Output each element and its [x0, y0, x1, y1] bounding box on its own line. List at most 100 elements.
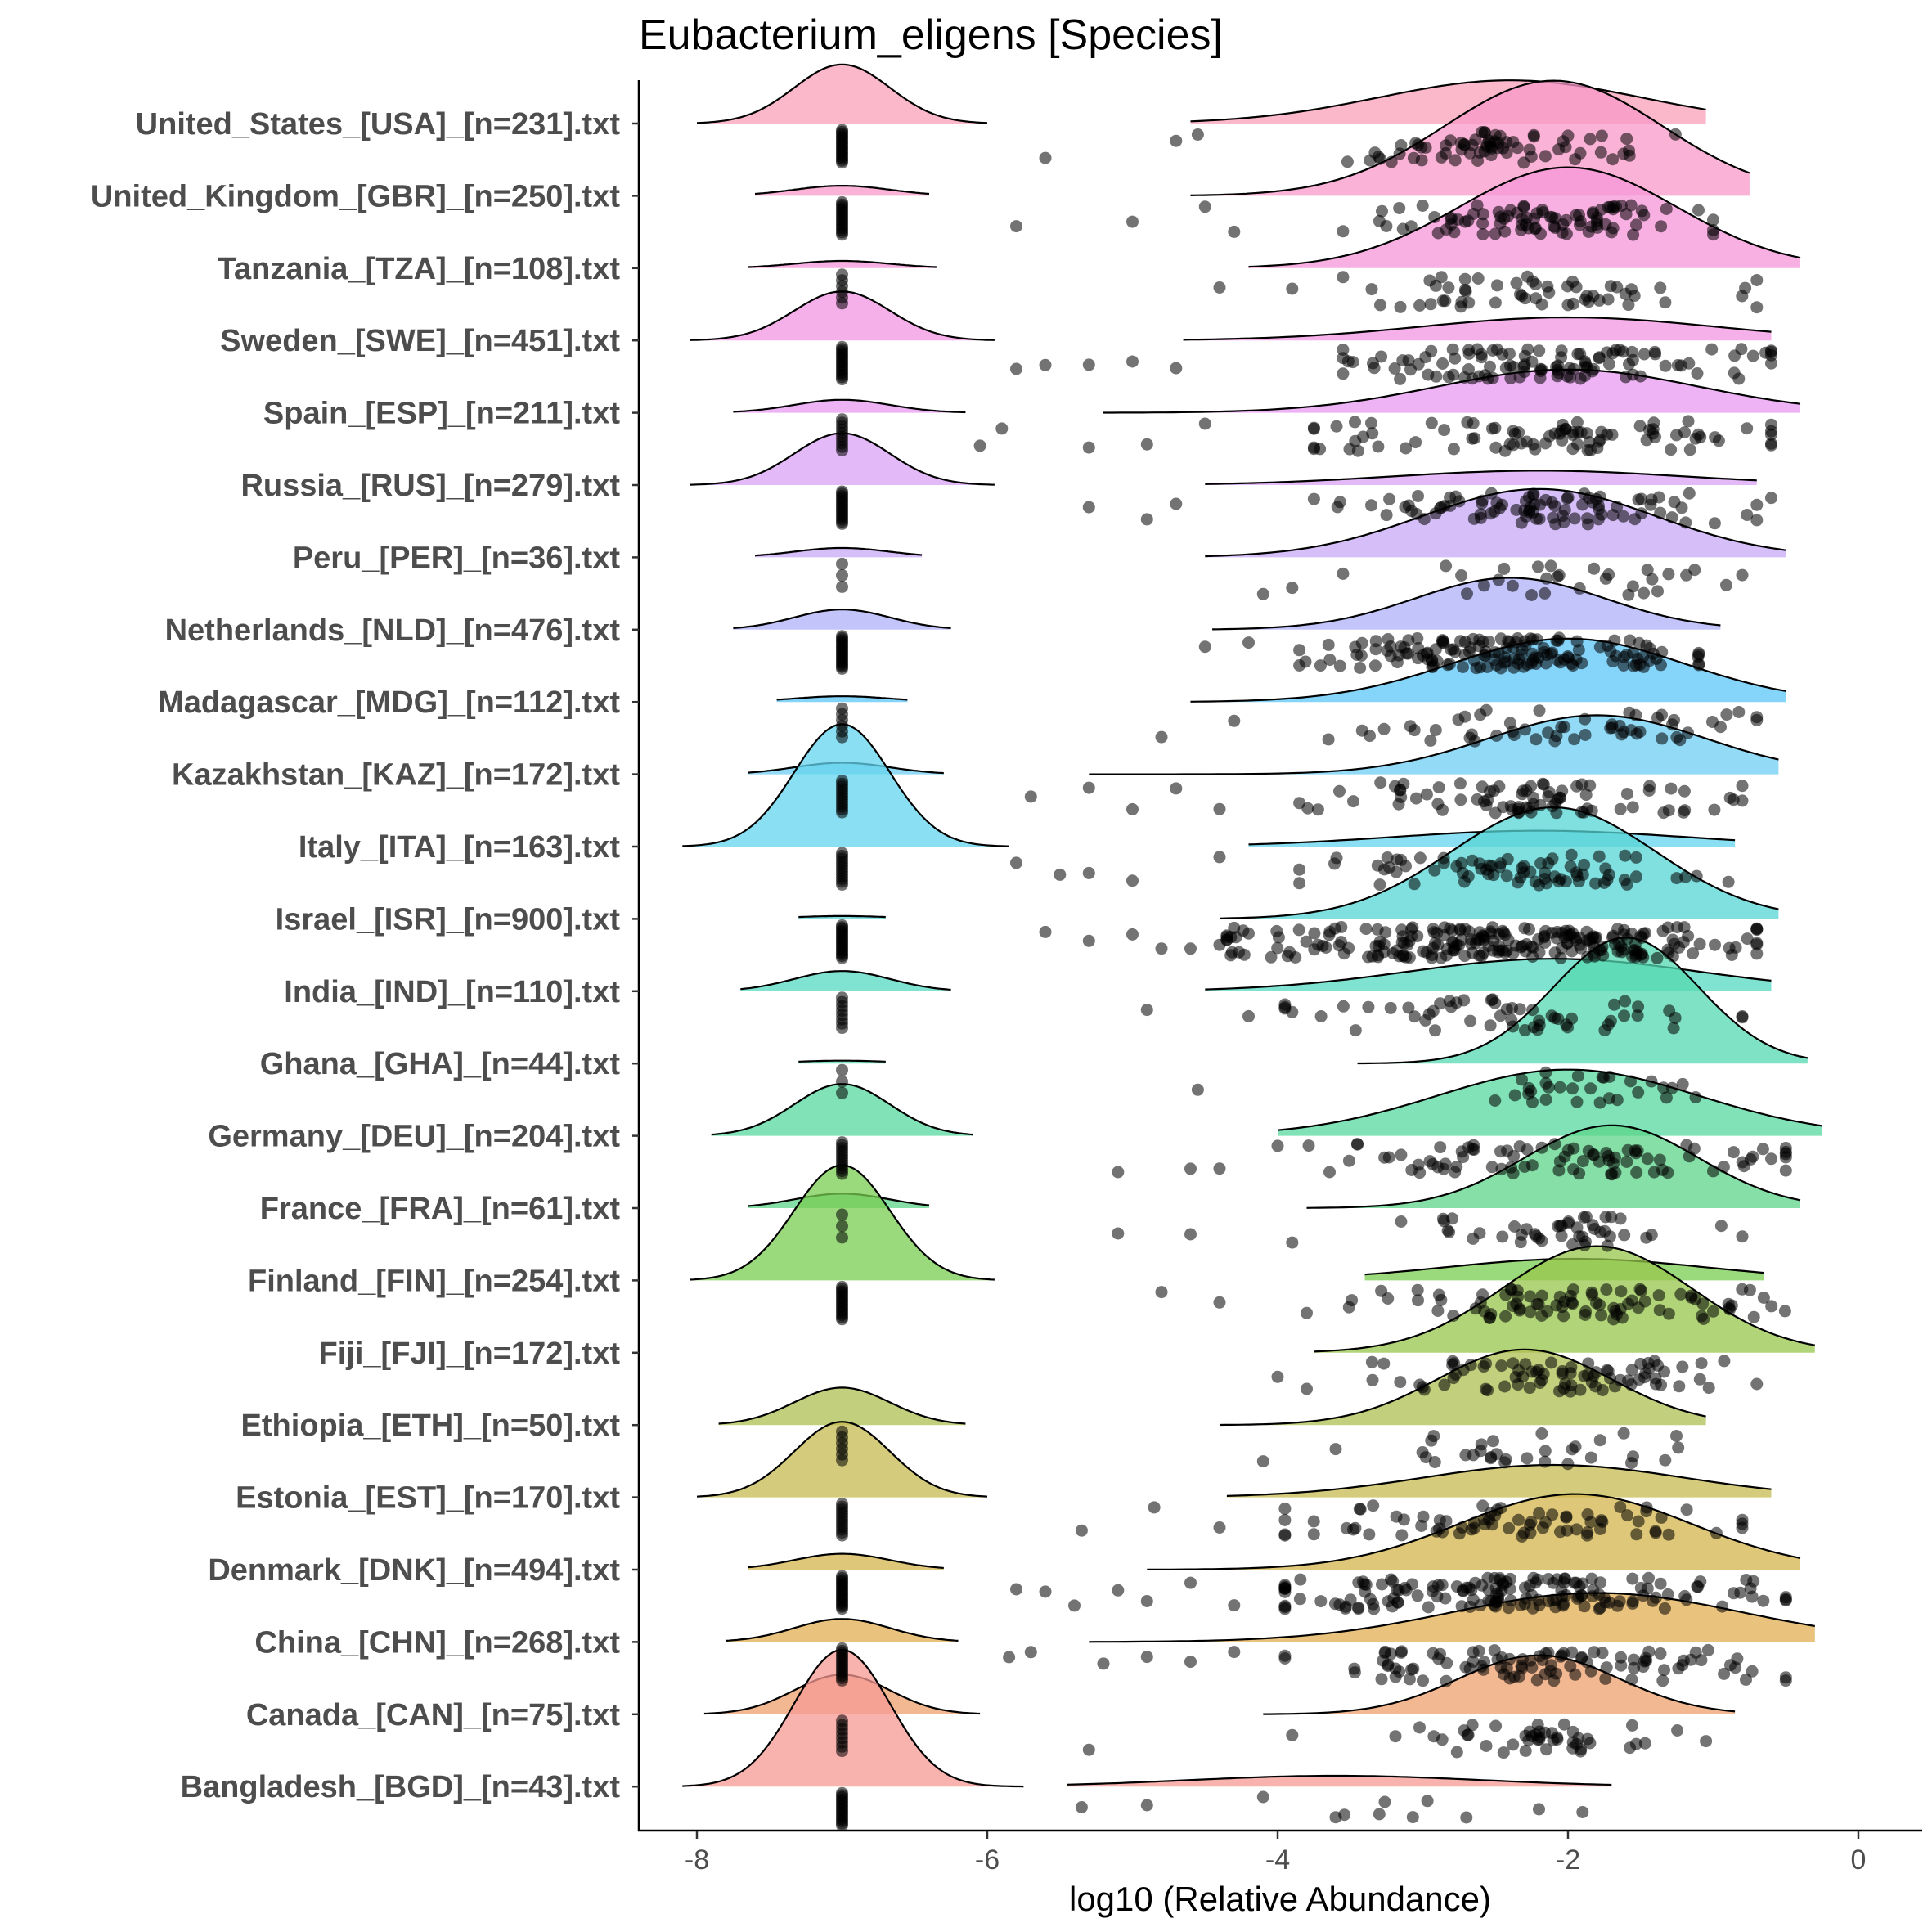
data-point-5-89: [1632, 493, 1645, 506]
data-point-21-3: [1403, 1673, 1416, 1686]
data-point-14-79: [1395, 1148, 1408, 1161]
zero-point-22-7: [836, 1745, 848, 1758]
data-point-4-31: [1400, 442, 1413, 455]
data-point-9-54: [1454, 793, 1467, 806]
data-point-11-218: [1580, 934, 1593, 947]
data-point-9-57: [1493, 780, 1506, 793]
data-point-21-60: [1476, 1660, 1489, 1673]
data-point-7-98: [1355, 636, 1368, 649]
data-point-0-65: [1409, 137, 1422, 150]
data-point-21-64: [1654, 1647, 1667, 1660]
data-point-3-78: [1728, 349, 1741, 362]
zero-point-9-11: [836, 806, 848, 819]
data-point-3-88: [1634, 370, 1647, 383]
data-point-5-72: [1547, 511, 1560, 524]
data-point-11-111: [1228, 921, 1241, 934]
data-point-5-71: [1644, 498, 1657, 511]
data-point-12-22: [1484, 1019, 1497, 1032]
data-point-11-205: [1606, 931, 1619, 944]
data-point-4-19: [1765, 428, 1777, 441]
y-tick-label-2: Tanzania_[TZA]_[n=108].txt: [218, 252, 621, 286]
data-point-21-62: [1600, 1661, 1613, 1674]
data-point-19-47: [1354, 1503, 1367, 1516]
data-point-1-33: [1476, 208, 1489, 221]
data-point-1-3: [1655, 220, 1668, 233]
outlier-point-5-1: [1140, 513, 1153, 526]
data-point-7-134: [1608, 634, 1621, 647]
data-point-12-36: [1526, 1004, 1539, 1017]
data-point-3-101: [1534, 362, 1547, 375]
data-point-18-1: [1521, 1452, 1534, 1465]
data-point-10-32: [1630, 870, 1642, 883]
data-point-7-137: [1369, 643, 1382, 656]
data-point-18-25: [1535, 1427, 1548, 1440]
data-point-14-73: [1707, 1165, 1719, 1178]
data-point-11-215: [1750, 923, 1764, 937]
outlier-point-23-6: [1533, 1803, 1545, 1816]
data-point-20-127: [1599, 1596, 1612, 1609]
data-point-16-52: [1535, 1310, 1548, 1322]
data-point-3-75: [1555, 351, 1568, 364]
data-point-9-77: [1570, 780, 1584, 793]
density-fill-main-13: [1357, 937, 1808, 1064]
data-point-23-1: [1406, 1811, 1419, 1824]
data-point-7-79: [1368, 659, 1382, 672]
data-point-16-19: [1653, 1304, 1666, 1317]
data-point-11-181: [1316, 940, 1329, 952]
data-point-3-105: [1626, 353, 1639, 366]
data-point-20-81: [1502, 1602, 1515, 1615]
data-point-23-3: [1421, 1795, 1434, 1808]
data-point-4-68: [1682, 415, 1695, 428]
data-point-2-1: [1654, 281, 1667, 294]
data-point-3-93: [1574, 372, 1587, 385]
data-point-5-22: [1558, 504, 1571, 517]
density-curve-zero-6: [754, 546, 923, 557]
outlier-point-23-3: [1329, 1811, 1342, 1824]
outlier-point-20-1: [1039, 1585, 1052, 1598]
data-point-17-52: [1702, 1382, 1715, 1395]
data-point-13-14: [1508, 1089, 1521, 1102]
data-point-3-108: [1579, 357, 1593, 371]
data-point-19-29: [1662, 1528, 1675, 1541]
data-point-20-145: [1367, 1597, 1380, 1611]
density-curve-zero-23: [682, 1648, 1024, 1788]
data-point-10-62: [1371, 859, 1384, 872]
data-point-14-55: [1457, 1151, 1470, 1164]
data-point-8-34: [1364, 730, 1376, 743]
outlier-point-19-1: [1148, 1501, 1161, 1514]
data-point-20-159: [1525, 1588, 1539, 1602]
data-point-11-145: [1741, 932, 1754, 946]
data-point-6-9: [1680, 568, 1693, 582]
data-point-11-228: [1590, 931, 1602, 944]
outlier-point-8-0: [1155, 730, 1168, 744]
data-point-11-212: [1396, 930, 1409, 943]
data-point-7-128: [1322, 638, 1335, 651]
data-point-16-63: [1524, 1290, 1537, 1303]
outlier-point-21-0: [1003, 1651, 1016, 1664]
data-point-6-28: [1498, 562, 1511, 575]
outlier-point-14-4: [1765, 1152, 1777, 1166]
data-point-0-20: [1594, 146, 1607, 159]
zero-point-6-1: [836, 568, 848, 582]
outlier-point-14-1: [1184, 1162, 1197, 1175]
data-point-11-203: [1220, 930, 1233, 943]
data-point-8-42: [1670, 730, 1683, 744]
data-point-6-10: [1551, 570, 1564, 583]
data-point-6-15: [1622, 588, 1635, 601]
data-point-9-0: [1333, 784, 1346, 798]
data-point-20-77: [1728, 1587, 1740, 1600]
data-point-12-17: [1602, 1018, 1615, 1031]
data-point-12-51: [1545, 1009, 1558, 1022]
data-point-4-63: [1409, 436, 1422, 449]
data-point-11-21: [1651, 951, 1664, 964]
data-point-7-3: [1354, 662, 1367, 674]
data-point-10-39: [1690, 869, 1703, 883]
data-point-1-64: [1489, 227, 1502, 240]
data-point-18-6: [1584, 1451, 1597, 1464]
density-curve-main-1: [1190, 79, 1750, 196]
data-point-5-88: [1652, 491, 1665, 504]
data-point-7-60: [1467, 654, 1480, 667]
data-point-6-29: [1651, 585, 1664, 598]
data-point-9-79: [1347, 795, 1359, 808]
data-point-10-22: [1437, 851, 1450, 865]
